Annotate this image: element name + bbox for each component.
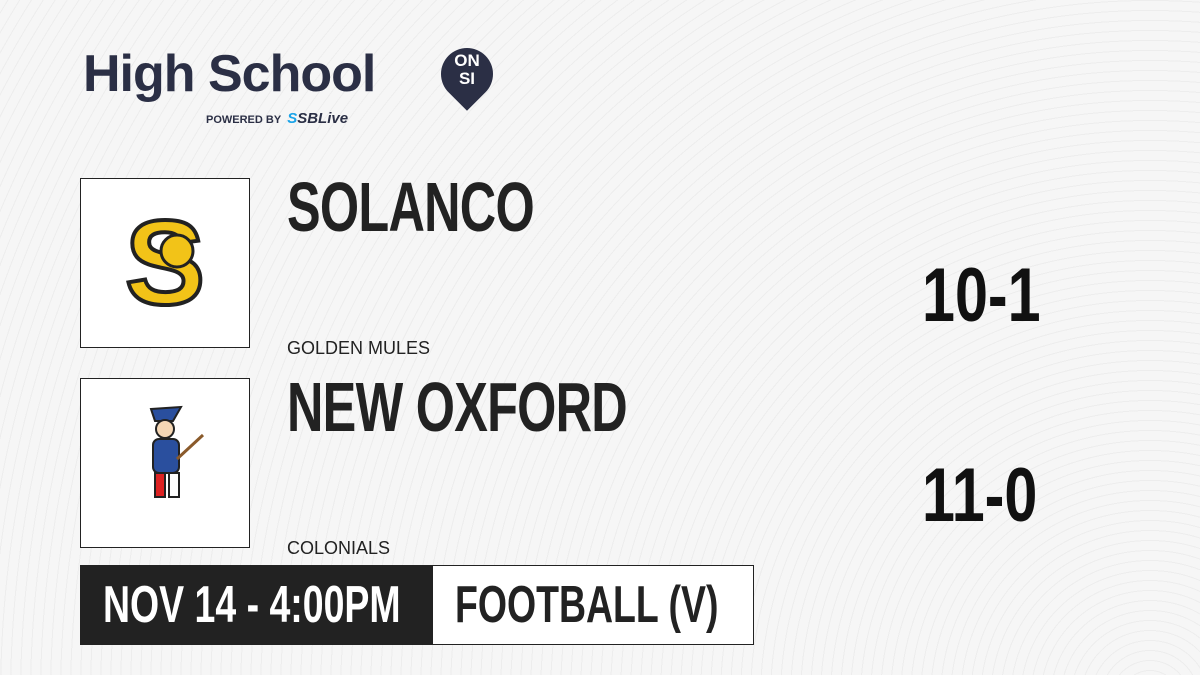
logo-title: High School	[83, 45, 376, 103]
team-logo-new-oxford	[80, 378, 250, 548]
sblive-logo: SSBLive	[287, 110, 349, 127]
powered-by: POWERED BY SSBLive	[206, 110, 349, 127]
team-mascot: GOLDEN MULES	[287, 338, 431, 358]
game-datetime: NOV 14 - 4:00PM	[103, 576, 401, 634]
solanco-mule-logo-icon: S	[123, 194, 207, 332]
colonial-soldier-logo-icon	[149, 405, 205, 498]
game-datetime-box: NOV 14 - 4:00PM	[81, 566, 433, 644]
game-info-bar: NOV 14 - 4:00PM FOOTBALL (V)	[80, 565, 754, 645]
team-name: NEW OXFORD	[287, 368, 628, 446]
team-mascot: COLONIALS	[287, 538, 391, 558]
team-logo-solanco: S	[80, 178, 250, 348]
team-record: 11-0	[922, 453, 1038, 538]
game-sport: FOOTBALL (V)	[455, 576, 719, 634]
team-record: 10-1	[922, 253, 1041, 338]
team-name: SOLANCO	[287, 168, 535, 246]
high-school-on-si-logo: High School ON SI POWERED BY SSBLive	[83, 37, 504, 127]
